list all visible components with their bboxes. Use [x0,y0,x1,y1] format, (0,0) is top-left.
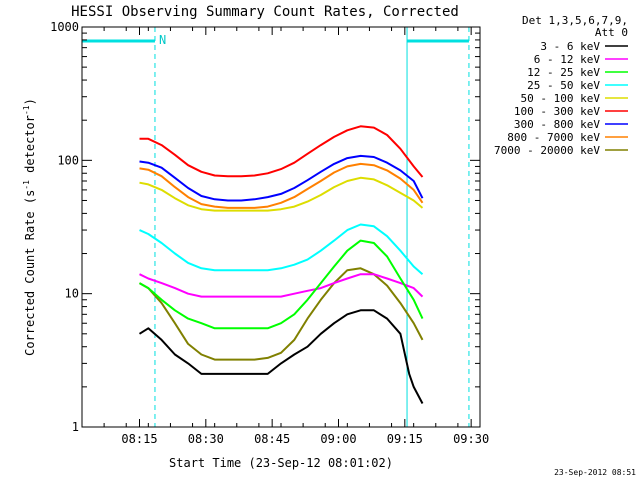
y-tick-label-2: 100 [57,153,79,167]
y-axis-label: Corrected Count Rate (s-1 detector-1) [22,98,37,356]
x-axis-label: Start Time (23-Sep-12 08:01:02) [169,456,393,470]
y-axis-label-main: Corrected Count Rate (s [23,190,37,356]
series-line-300-800-kev [139,154,424,202]
series-line-3-6-kev [138,309,424,404]
legend-label-3: 25 - 50 keV [527,79,600,92]
legend-label-5: 100 - 300 keV [514,105,600,118]
x-axis: 08:15 08:30 08:45 09:00 09:15 09:30 [81,27,489,446]
series-line-50-100-kev [139,176,424,212]
legend-label-1: 6 - 12 keV [534,53,601,66]
y-axis-label-sup2: -1 [22,105,31,115]
y-tick-label-1: 10 [65,287,79,301]
legend-header-1: Det 1,3,5,6,7,9, [522,14,628,27]
footer-timestamp: 23-Sep-2012 08:51 [554,468,636,477]
x-tick-label-4: 09:15 [387,432,423,446]
y-axis-label-sup1: -1 [22,180,31,190]
series-line-25-50-kev [139,223,424,275]
night-bar-label: N [159,33,166,47]
legend-label-0: 3 - 6 keV [540,40,600,53]
series-line-7000-20000-kev [139,267,424,361]
legend-label-8: 7000 - 20000 keV [494,144,600,157]
y-axis: 1 10 100 1000 [50,20,480,434]
legend-header-2: Att 0 [595,26,628,39]
legend-label-2: 12 - 25 keV [527,66,600,79]
series-line-800-7000-kev [139,162,424,209]
legend-label-4: 50 - 100 keV [521,92,601,105]
series-group [138,125,424,404]
y-axis-label-end: ) [23,98,37,105]
y-tick-label-0: 1 [72,420,79,434]
x-tick-label-5: 09:30 [453,432,489,446]
x-tick-label-2: 08:45 [254,432,290,446]
y-axis-label-mid: detector [23,115,37,180]
series-line-6-12-kev [139,273,424,298]
night-bars: N [82,33,469,47]
y-tick-label-3: 1000 [50,20,79,34]
series-line-12-25-kev [139,239,424,330]
x-tick-label-0: 08:15 [121,432,157,446]
series-line-100-300-kev [139,125,424,178]
x-tick-label-1: 08:30 [188,432,224,446]
legend-label-6: 300 - 800 keV [514,118,600,131]
x-tick-label-3: 09:00 [320,432,356,446]
plot-frame [81,26,481,428]
legend-label-7: 800 - 7000 keV [507,131,600,144]
chart-title: HESSI Observing Summary Count Rates, Cor… [71,4,459,20]
